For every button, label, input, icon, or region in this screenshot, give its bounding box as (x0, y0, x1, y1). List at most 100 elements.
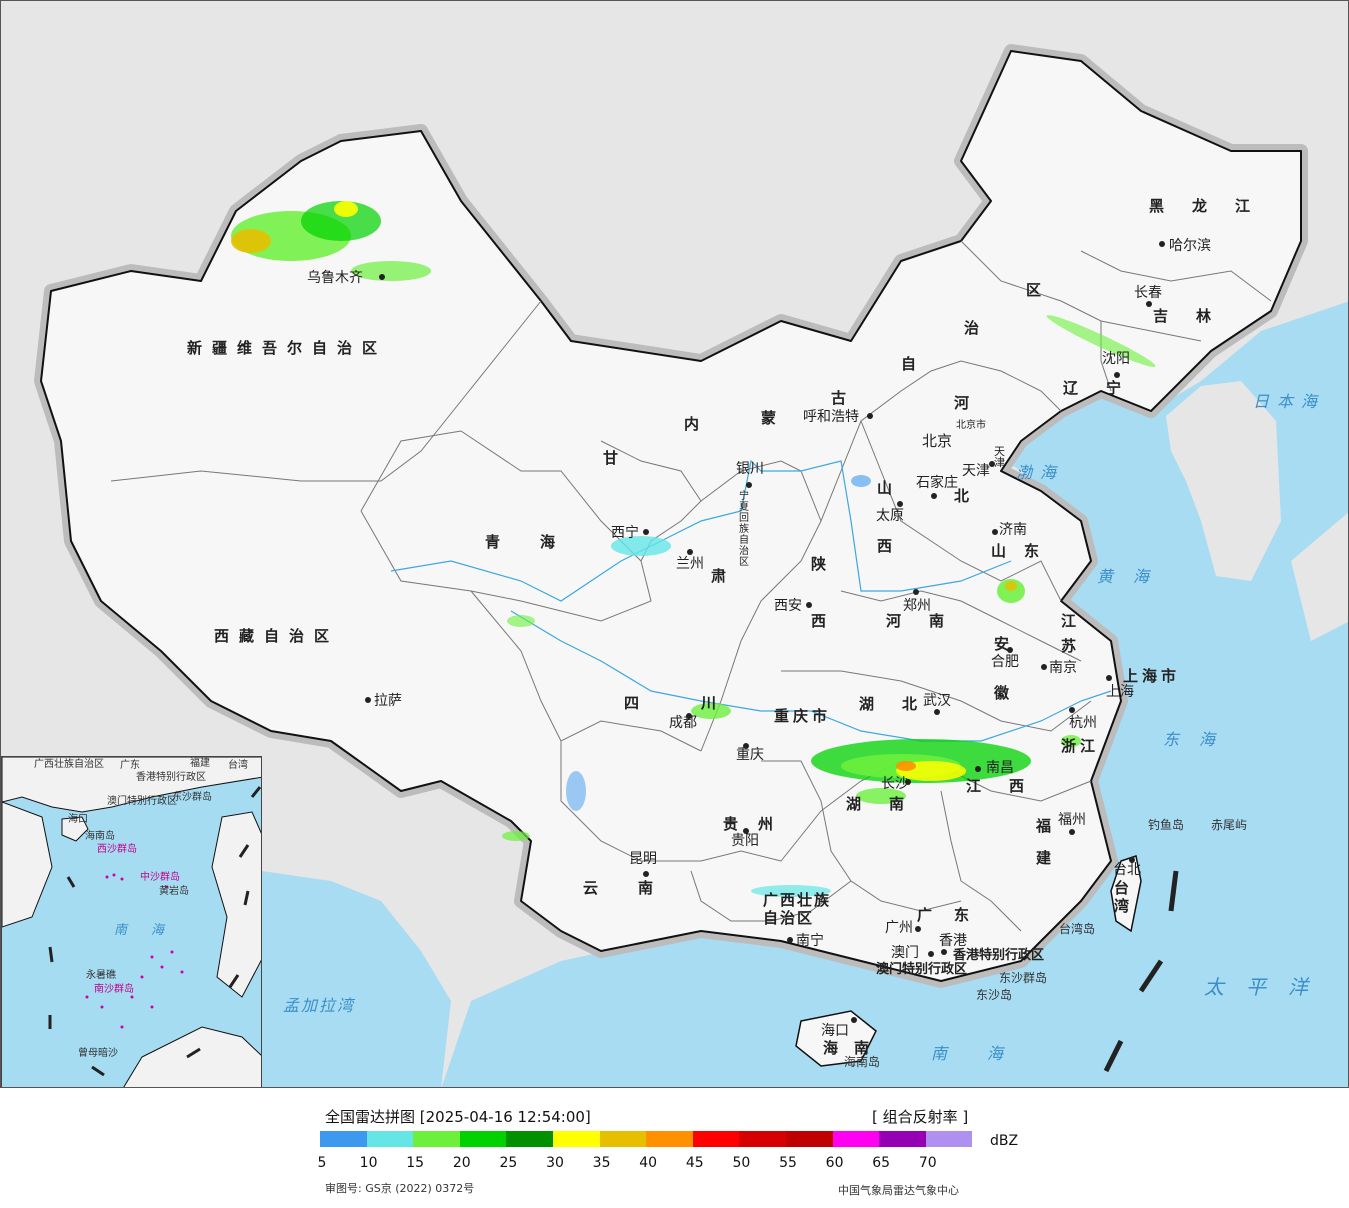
city-jinan: 济南 (999, 522, 1027, 538)
inset-reefs (85, 873, 184, 1029)
label-gan: 甘 (603, 449, 619, 467)
inset-label: 东沙群岛 (172, 792, 212, 803)
map-canvas (34, 44, 1348, 1087)
city-fuzhou: 福州 (1058, 812, 1086, 828)
label-si: 四 (624, 694, 640, 712)
south-china-sea-inset: 广西壮族自治区 广东 福建 台湾 海口 香港特别行政区 澳门特别行政区 东沙群岛… (1, 756, 262, 1087)
legend-swatch (459, 1131, 507, 1147)
label-chongqing: 重庆市 (774, 707, 832, 725)
label-nei: 内 (684, 415, 700, 433)
legend-swatch (506, 1131, 553, 1147)
label-he: 河 (954, 394, 970, 412)
city-dot (992, 529, 998, 535)
legend-swatch (785, 1131, 833, 1147)
label-xi: 西 (877, 537, 893, 555)
city-nanning: 南宁 (796, 933, 824, 949)
label-shan: 山 (877, 479, 893, 497)
label-jian: 建 (1036, 849, 1052, 867)
city-beijing: 北京 (922, 432, 953, 450)
inset-label: 曾母暗沙 (78, 1048, 118, 1059)
city-guiyang: 贵阳 (731, 833, 759, 849)
city-lhasa: 拉萨 (374, 693, 402, 709)
legend-tick-label: 5 (317, 1155, 327, 1171)
city-dot (1069, 829, 1075, 835)
legend-tick-label: 45 (685, 1155, 704, 1171)
city-dot (897, 501, 903, 507)
legend-title: 全国雷达拼图 [2025-04-16 12:54:00] (325, 1108, 591, 1126)
inset-label: 永暑礁 (86, 970, 116, 981)
city-guangzhou: 广州 (885, 920, 913, 936)
legend-tick-label: 60 (825, 1155, 844, 1171)
city-changchun: 长春 (1134, 285, 1162, 301)
city-dot (1106, 675, 1112, 681)
city-dot (989, 461, 995, 467)
hainan-island (795, 1010, 877, 1067)
city-dot (787, 937, 793, 943)
city-dot (1041, 664, 1047, 670)
city-yinchuan: 银川 (736, 461, 764, 477)
map-area: 新疆维吾尔自治区 西藏自治区 青海 甘 肃 内 蒙 古 自 治 区 黑龙江 吉林… (0, 0, 1349, 1088)
label-hui: 徽 (994, 684, 1010, 702)
label-zi: 自 (901, 355, 917, 373)
legend-swatch (692, 1131, 740, 1147)
island-taiwan: 台湾岛 (1059, 922, 1096, 936)
city-dot (379, 274, 385, 280)
city-dot (365, 697, 371, 703)
label-henan: 河南 (886, 612, 973, 630)
sea-yellow: 黄海 (1097, 567, 1170, 586)
city-dot (1114, 372, 1120, 378)
island-chiwei: 赤尾屿 (1211, 818, 1248, 832)
city-harbin: 哈尔滨 (1169, 238, 1211, 254)
radar-echoes (231, 201, 1156, 897)
label-hongkong-sar: 香港特别行政区 (953, 948, 1045, 963)
inset-hainan (61, 816, 89, 842)
inset-label: 黄岩岛 (159, 886, 189, 897)
island-dongsha-group: 东沙群岛 (999, 971, 1048, 985)
legend-tick-label: 35 (592, 1155, 611, 1171)
label-guangxi-1: 广西壮族 (763, 891, 832, 909)
legend-tick-label: 40 (639, 1155, 658, 1171)
label-qinghai: 青海 (485, 533, 596, 551)
inset-label: 海南岛 (85, 831, 115, 842)
rivers (390, 459, 1112, 742)
label-gu: 古 (831, 389, 847, 407)
city-dot (687, 549, 693, 555)
inset-canvas (2, 757, 261, 1087)
inset-indochina (2, 801, 53, 928)
city-dot (905, 779, 911, 785)
label-xi2: 西 (811, 612, 827, 630)
city-dot (1159, 241, 1165, 247)
legend-color-bar (320, 1131, 973, 1147)
label-an: 安 (994, 635, 1010, 653)
city-taipei: 台北 (1113, 862, 1141, 878)
inset-label: 广东 (120, 760, 140, 771)
legend-swatch (925, 1131, 973, 1147)
city-hohhot: 呼和浩特 (803, 409, 859, 425)
city-dot (867, 413, 873, 419)
city-hefei: 合肥 (991, 654, 1019, 670)
label-jiang: 江 (1061, 612, 1077, 630)
inset-philippines (211, 811, 261, 998)
inset-borneo (123, 1026, 261, 1087)
city-macau: 澳门 (891, 945, 919, 961)
city-dot (1069, 707, 1075, 713)
legend-tick-label: 30 (546, 1155, 564, 1171)
label-chuan: 川 (701, 694, 717, 712)
label-hainan: 海南 (823, 1039, 886, 1057)
inset-label: 台湾 (228, 760, 248, 771)
legend-unit: dBZ (990, 1133, 1019, 1149)
legend-tick-label: 20 (452, 1155, 471, 1171)
city-dot (1129, 857, 1135, 863)
sea-bohai: 渤海 (1016, 463, 1065, 482)
city-dot (928, 951, 934, 957)
city-nanchang: 南昌 (986, 760, 1014, 776)
city-urumqi: 乌鲁木齐 (307, 270, 363, 286)
city-dot (934, 709, 940, 715)
inset-dashes (48, 786, 261, 1077)
city-xian: 西安 (774, 598, 802, 614)
city-dot (643, 529, 649, 535)
legend-swatch (646, 1131, 693, 1147)
city-dot (851, 1017, 857, 1023)
city-dot (941, 949, 947, 955)
